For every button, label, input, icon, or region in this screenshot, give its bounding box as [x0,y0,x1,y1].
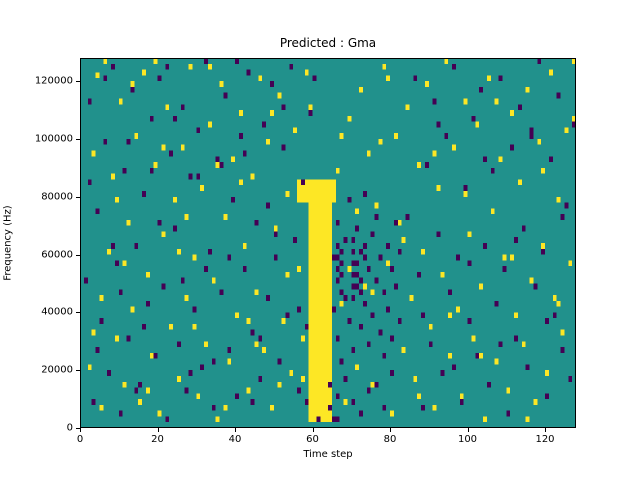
y-tick-mark [76,428,80,429]
x-tick-label: 0 [76,434,84,445]
y-tick-mark [76,138,80,140]
y-tick-label: 0 [66,422,73,434]
y-tick-mark [76,254,80,256]
y-axis-label: Frequency (Hz) [2,205,14,281]
y-tick-mark [76,312,80,314]
x-tick-label: 60 [306,434,319,445]
x-tick-label: 80 [383,434,397,445]
x-tick-mark [467,428,469,432]
y-tick-label: 120000 [34,75,73,87]
y-tick-mark [76,196,80,198]
x-tick-mark [80,428,81,432]
x-tick-mark [312,428,314,432]
y-tick-label: 40000 [41,306,73,318]
x-tick-mark [157,428,159,432]
x-tick-mark [545,428,546,432]
x-tick-mark [390,428,391,432]
heatmap-canvas [80,58,576,428]
y-tick-label: 80000 [41,191,73,203]
y-tick-label: 20000 [41,364,73,376]
x-tick-label: 100 [457,434,478,445]
y-tick-label: 60000 [41,249,73,261]
x-tick-label: 40 [228,434,242,445]
y-tick-mark [76,370,80,372]
x-tick-mark [235,428,236,432]
plot-title: Predicted : Gma [279,36,377,50]
x-tick-label: 20 [151,434,164,445]
x-tick-label: 120 [535,434,555,445]
x-axis-label: Time step [303,449,353,460]
y-tick-label: 100000 [34,133,73,145]
y-tick-mark [76,81,80,83]
